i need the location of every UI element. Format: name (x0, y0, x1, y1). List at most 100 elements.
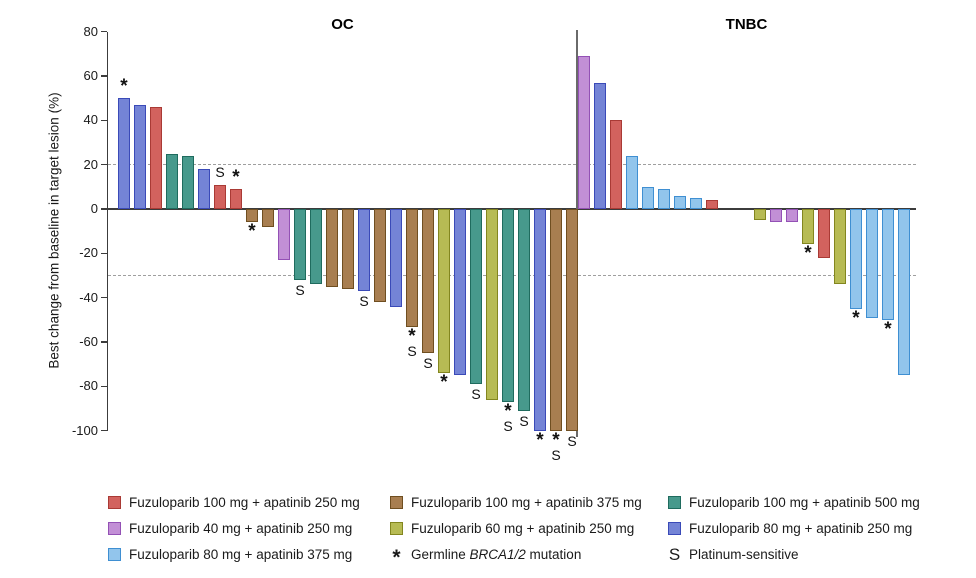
legend-label: Fuzuloparib 80 mg + apatinib 375 mg (129, 546, 353, 562)
legend-item: * Germline BRCA1/2 mutation (390, 546, 582, 569)
bar-tnbc-10 (754, 209, 766, 221)
bar-tnbc-17 (866, 209, 878, 318)
legend-label: Fuzuloparib 100 mg + apatinib 375 mg (411, 494, 642, 510)
legend-label: Fuzuloparib 40 mg + apatinib 250 mg (129, 520, 353, 536)
y-axis-line (106, 31, 108, 431)
y-tick-label: -60 (79, 334, 98, 350)
platinum-marker-symbol: S (668, 544, 681, 564)
y-axis-tick (100, 341, 107, 343)
platinum-sensitive-marker: S (359, 293, 369, 310)
bar-oc-13 (310, 209, 322, 285)
y-tick-label: -80 (79, 378, 98, 394)
legend-label: Fuzuloparib 80 mg + apatinib 250 mg (689, 520, 913, 536)
bar-oc-29 (566, 209, 578, 431)
bar-oc-27 (534, 209, 546, 431)
platinum-sensitive-marker: S (551, 446, 561, 463)
bar-tnbc-19 (898, 209, 910, 376)
y-axis-tick (100, 208, 107, 210)
y-tick-label: 60 (83, 67, 98, 83)
bar-tnbc-9 (706, 200, 718, 209)
bar-tnbc-1 (578, 56, 590, 209)
legend-item: Fuzuloparib 80 mg + apatinib 375 mg (108, 546, 352, 562)
bar-tnbc-7 (674, 195, 686, 209)
y-tick-label: 80 (83, 23, 98, 39)
brca-mutation-marker: * (232, 167, 240, 189)
bar-oc-20 (422, 209, 434, 354)
bar-oc-24 (486, 209, 498, 400)
platinum-sensitive-marker: S (503, 417, 513, 434)
legend-swatch-f80a250 (668, 521, 681, 535)
brca-mutation-marker: * (804, 243, 812, 265)
platinum-sensitive-marker: S (407, 342, 417, 359)
bar-oc-14 (326, 209, 338, 287)
bar-oc-18 (390, 209, 402, 307)
bar-oc-6 (198, 169, 210, 209)
brca-mutation-marker: * (536, 429, 544, 451)
legend-label: Fuzuloparib 100 mg + apatinib 500 mg (689, 494, 920, 510)
legend-swatch-f100a250 (108, 495, 121, 509)
legend-item: Fuzuloparib 100 mg + apatinib 375 mg (390, 494, 642, 510)
platinum-sensitive-marker: S (471, 386, 481, 403)
brca-mutation-marker: * (408, 325, 416, 347)
bar-oc-10 (262, 209, 274, 227)
legend-swatch-f100a500 (668, 495, 681, 509)
y-axis-tick (100, 385, 107, 388)
bar-oc-12 (294, 209, 306, 280)
brca-mutation-marker: * (504, 400, 512, 422)
bar-oc-25 (502, 209, 514, 402)
bar-oc-8 (230, 189, 242, 209)
bar-oc-3 (150, 107, 162, 209)
bar-tnbc-4 (626, 155, 638, 209)
y-axis-tick (100, 252, 107, 255)
y-axis-tick (100, 75, 107, 77)
legend-label: Germline BRCA1/2 mutation (411, 546, 582, 562)
bar-oc-9 (246, 209, 258, 223)
bar-oc-1 (118, 98, 130, 209)
bar-tnbc-16 (850, 209, 862, 309)
brca-marker-symbol: * (392, 546, 401, 569)
legend-swatch-f60a250 (390, 521, 403, 535)
y-tick-label: 20 (83, 156, 98, 172)
y-axis-tick (100, 430, 107, 432)
bar-tnbc-6 (658, 189, 670, 209)
brca-mutation-marker: * (852, 307, 860, 329)
legend-item: Fuzuloparib 40 mg + apatinib 250 mg (108, 520, 352, 536)
legend-item: S Platinum-sensitive (668, 544, 799, 564)
legend-label: Fuzuloparib 100 mg + apatinib 250 mg (129, 494, 360, 510)
y-axis-tick (100, 163, 107, 166)
bar-tnbc-3 (610, 120, 622, 209)
bar-oc-17 (374, 209, 386, 303)
bar-oc-16 (358, 209, 370, 292)
y-axis-tick (100, 119, 107, 121)
bar-oc-4 (166, 153, 178, 209)
y-axis-tick (100, 296, 107, 299)
bar-tnbc-13 (802, 209, 814, 245)
bar-tnbc-8 (690, 197, 702, 209)
bar-tnbc-11 (770, 209, 782, 223)
bar-oc-23 (470, 209, 482, 385)
bar-oc-19 (406, 209, 418, 327)
brca-mutation-marker: * (120, 76, 128, 98)
bar-tnbc-14 (818, 209, 830, 258)
bar-oc-22 (454, 209, 466, 376)
legend-label: Fuzuloparib 60 mg + apatinib 250 mg (411, 520, 635, 536)
platinum-sensitive-marker: S (423, 355, 433, 372)
bar-tnbc-15 (834, 209, 846, 285)
legend-item: Fuzuloparib 60 mg + apatinib 250 mg (390, 520, 634, 536)
bar-oc-5 (182, 155, 194, 209)
y-tick-label: 40 (83, 112, 98, 128)
y-tick-label: -40 (79, 289, 98, 305)
legend-item: Fuzuloparib 100 mg + apatinib 500 mg (668, 494, 920, 510)
bar-tnbc-18 (882, 209, 894, 320)
y-tick-label: -20 (79, 245, 98, 261)
brca-mutation-marker: * (884, 318, 892, 340)
bar-oc-28 (550, 209, 562, 431)
group-title-tnbc: TNBC (725, 16, 768, 33)
y-axis-tick (100, 30, 107, 33)
legend-item: Fuzuloparib 100 mg + apatinib 250 mg (108, 494, 360, 510)
platinum-sensitive-marker: S (295, 281, 305, 298)
bar-oc-11 (278, 209, 290, 260)
legend-swatch-f100a375 (390, 495, 403, 509)
brca-mutation-marker: * (248, 221, 256, 243)
